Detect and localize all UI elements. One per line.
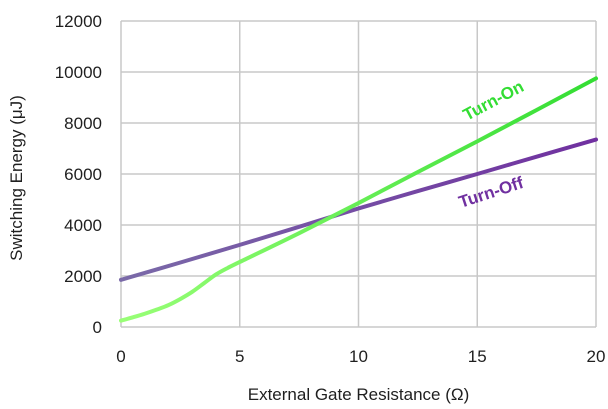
series-line-turn-off [119,137,598,282]
tick-labels: 0 5 10 15 20 0 2000 4000 6000 8000 10000 12000 [55,12,606,366]
y-tick-label: 6000 [64,165,102,184]
series-lines [119,76,598,323]
y-tick-label: 8000 [64,114,102,133]
x-tick-label: 5 [235,347,244,366]
x-axis-title: External Gate Resistance (Ω) [248,385,470,404]
x-tick-label: 10 [349,347,368,366]
x-tick-label: 15 [468,347,487,366]
x-tick-label: 20 [587,347,606,366]
y-tick-label: 2000 [64,267,102,286]
y-tick-label: 10000 [55,63,102,82]
y-tick-label: 0 [93,318,102,337]
x-tick-label: 0 [116,347,125,366]
y-tick-label: 4000 [64,216,102,235]
series-label-turn-on: Turn-On [460,77,527,125]
y-axis-title: Switching Energy (μJ) [7,95,26,261]
series-line-turn-on [119,76,598,323]
grid [120,20,597,328]
y-tick-label: 12000 [55,12,102,31]
